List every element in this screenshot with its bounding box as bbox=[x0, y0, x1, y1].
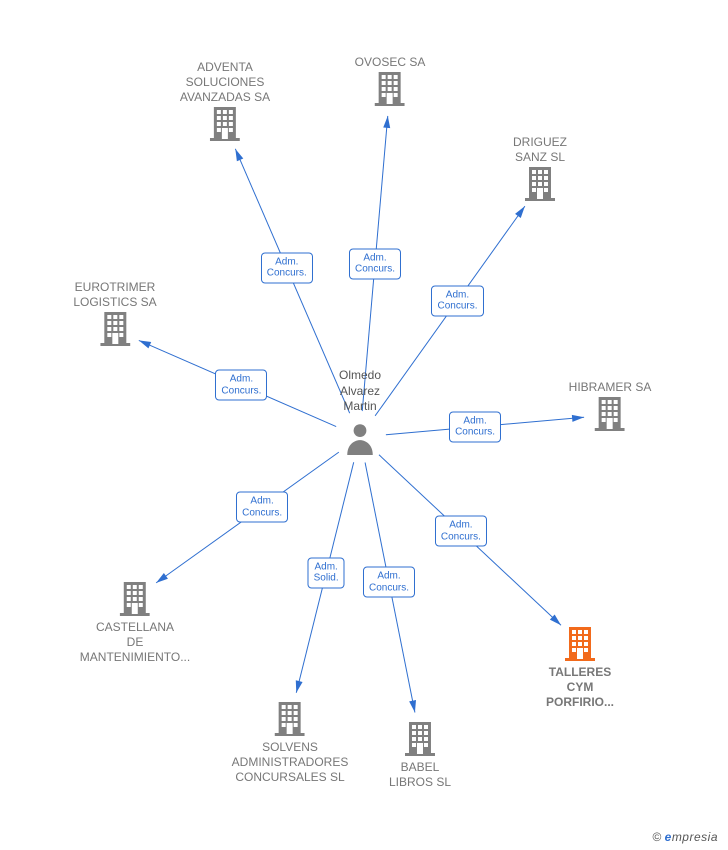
node-babel[interactable]: BABELLIBROS SL bbox=[389, 720, 451, 790]
building-icon bbox=[232, 700, 349, 736]
edge-label: Adm. Concurs. bbox=[349, 248, 401, 279]
edge-label: Adm. Concurs. bbox=[431, 285, 483, 316]
node-label: TALLERESCYMPORFIRIO... bbox=[546, 665, 614, 710]
node-label: EUROTRIMERLOGISTICS SA bbox=[73, 280, 156, 310]
edge-label: Adm. Concurs. bbox=[261, 252, 313, 283]
node-ovosec[interactable]: OVOSEC SA bbox=[355, 55, 426, 110]
building-icon bbox=[389, 720, 451, 756]
node-label: ADVENTASOLUCIONESAVANZADAS SA bbox=[180, 60, 270, 105]
diagram-stage: OVOSEC SA ADVENTASOLUCIONESAVANZADAS SA … bbox=[0, 0, 728, 850]
node-driguez[interactable]: DRIGUEZSANZ SL bbox=[513, 135, 567, 205]
edge-label: Adm. Concurs. bbox=[449, 411, 501, 442]
node-castellana[interactable]: CASTELLANADEMANTENIMIENTO... bbox=[80, 580, 190, 665]
footer: © empresia bbox=[652, 830, 718, 844]
center-label: OlmedoAlvarezMartin bbox=[320, 368, 400, 415]
building-icon bbox=[546, 625, 614, 661]
building-icon bbox=[180, 105, 270, 141]
node-label: DRIGUEZSANZ SL bbox=[513, 135, 567, 165]
node-label: CASTELLANADEMANTENIMIENTO... bbox=[80, 620, 190, 665]
brand-name: empresia bbox=[665, 830, 718, 844]
node-label: HIBRAMER SA bbox=[569, 380, 652, 395]
person-icon bbox=[320, 421, 400, 455]
building-icon bbox=[73, 310, 156, 346]
building-icon bbox=[80, 580, 190, 616]
center-node[interactable]: OlmedoAlvarezMartin bbox=[320, 368, 400, 455]
edge-label: Adm. Concurs. bbox=[435, 516, 487, 547]
node-solvens[interactable]: SOLVENSADMINISTRADORESCONCURSALES SL bbox=[232, 700, 349, 785]
node-label: OVOSEC SA bbox=[355, 55, 426, 70]
building-icon bbox=[513, 165, 567, 201]
node-talleres[interactable]: TALLERESCYMPORFIRIO... bbox=[546, 625, 614, 710]
building-icon bbox=[569, 395, 652, 431]
copyright-symbol: © bbox=[652, 830, 661, 844]
edge-label: Adm. Concurs. bbox=[363, 567, 415, 598]
node-hibramer[interactable]: HIBRAMER SA bbox=[569, 380, 652, 435]
building-icon bbox=[355, 70, 426, 106]
edge-label: Adm. Solid. bbox=[308, 557, 345, 588]
node-label: SOLVENSADMINISTRADORESCONCURSALES SL bbox=[232, 740, 349, 785]
edge-label: Adm. Concurs. bbox=[236, 492, 288, 523]
node-adventa[interactable]: ADVENTASOLUCIONESAVANZADAS SA bbox=[180, 60, 270, 145]
node-eurotrimer[interactable]: EUROTRIMERLOGISTICS SA bbox=[73, 280, 156, 350]
edge-label: Adm. Concurs. bbox=[215, 370, 267, 401]
node-label: BABELLIBROS SL bbox=[389, 760, 451, 790]
